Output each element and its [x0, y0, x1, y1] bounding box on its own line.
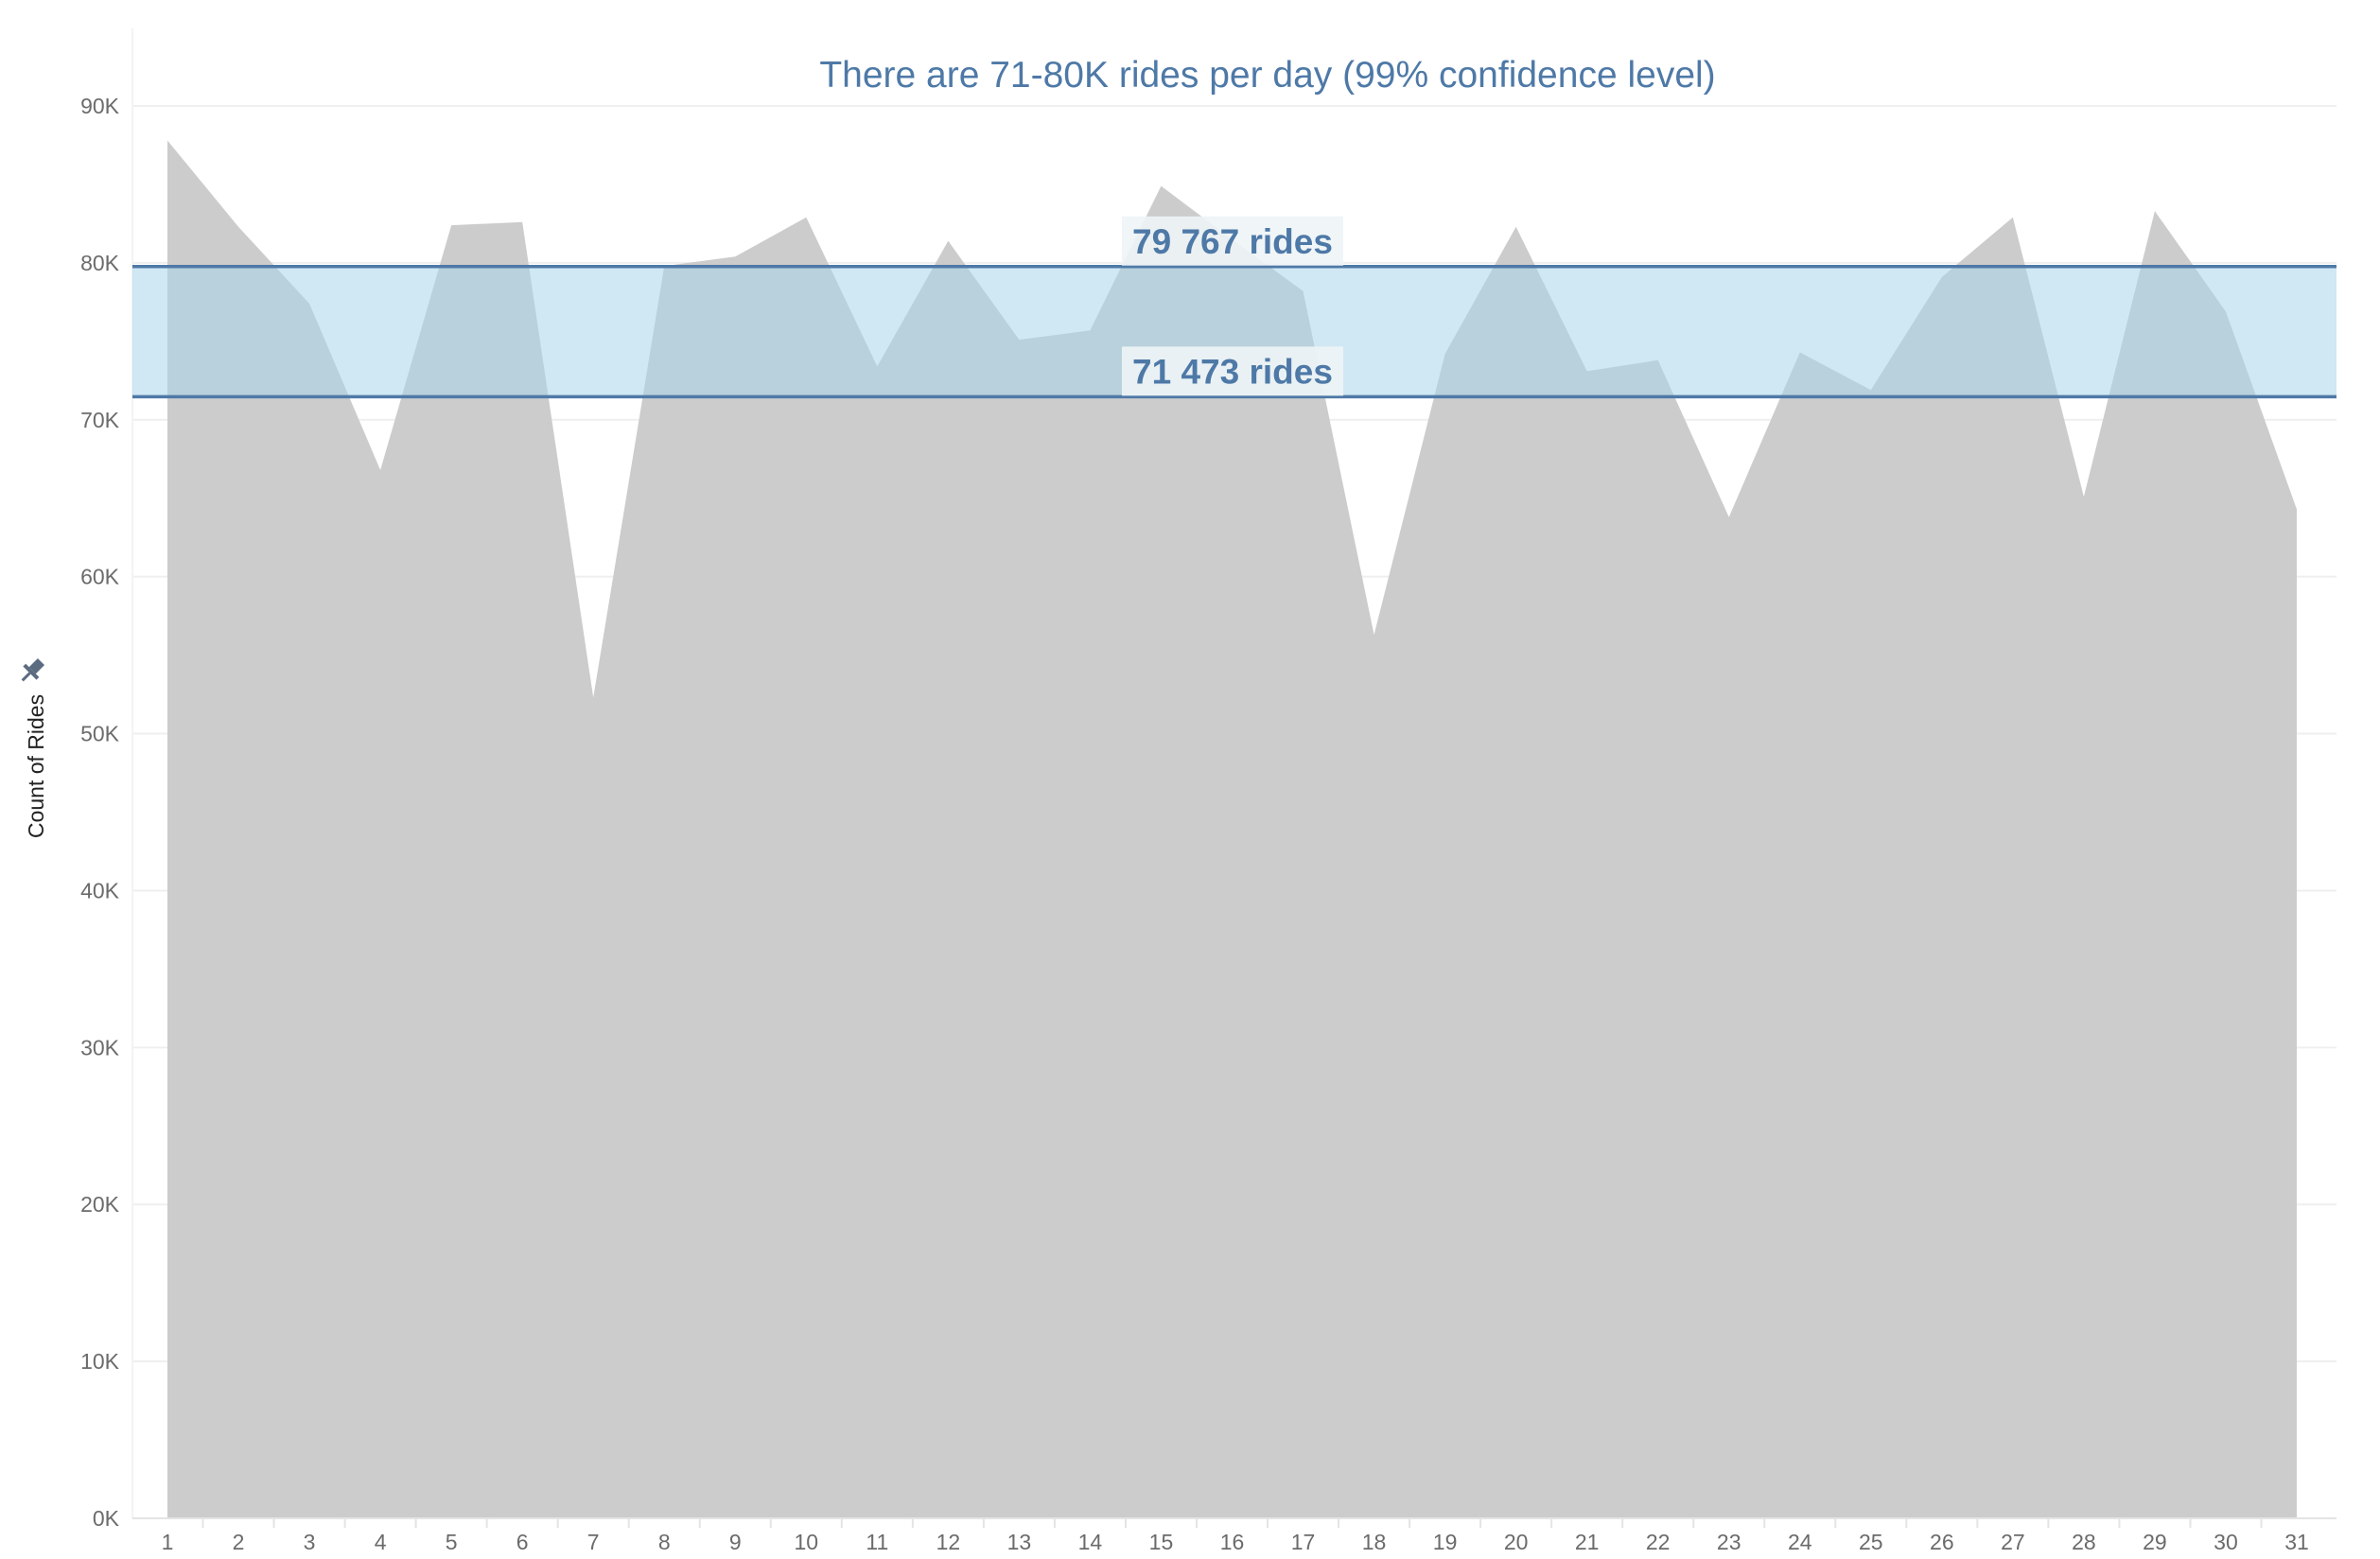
upper-reference-label-background [1122, 216, 1343, 266]
y-tick-label: 90K [80, 94, 120, 118]
x-tick-label: 25 [1859, 1530, 1883, 1554]
x-tick-label: 19 [1433, 1530, 1458, 1554]
x-tick-label: 4 [375, 1530, 387, 1554]
chart-title: There are 71-80K rides per day (99% conf… [819, 55, 1715, 96]
x-tick-label: 8 [658, 1530, 671, 1554]
y-tick-label: 20K [80, 1192, 120, 1217]
upper-reference-label: 79 767 rides [1132, 222, 1333, 261]
x-tick-label: 31 [2284, 1530, 2309, 1554]
x-tick-label: 9 [729, 1530, 742, 1554]
pin-icon[interactable] [16, 655, 48, 687]
x-tick-label: 3 [304, 1530, 316, 1554]
y-tick-label: 70K [80, 408, 120, 432]
confidence-band: 79 767 rides 71 473 rides [132, 216, 2336, 399]
x-tick-label: 7 [587, 1530, 600, 1554]
x-tick-label: 20 [1504, 1530, 1529, 1554]
x-tick-label: 27 [2001, 1530, 2025, 1554]
y-tick-label: 30K [80, 1035, 120, 1060]
x-tick-label: 29 [2143, 1530, 2167, 1554]
lower-reference-label: 71 473 rides [1132, 352, 1333, 391]
x-tick-label: 18 [1362, 1530, 1387, 1554]
y-tick-label: 80K [80, 251, 120, 275]
x-tick-label: 22 [1646, 1530, 1671, 1554]
x-tick-label: 17 [1291, 1530, 1316, 1554]
x-tick-label: 2 [233, 1530, 245, 1554]
lower-reference-label-background [1122, 346, 1343, 396]
y-axis-title: Count of Rides [24, 694, 48, 838]
area-fill[interactable] [167, 140, 2297, 1518]
x-tick-label: 26 [1930, 1530, 1954, 1554]
y-tick-label: 0K [93, 1506, 120, 1531]
x-tick-label: 11 [866, 1530, 888, 1554]
x-tick-label: 6 [516, 1530, 529, 1554]
x-tick-label: 14 [1078, 1530, 1103, 1554]
x-tick-label: 10 [795, 1530, 819, 1554]
x-tick-label: 1 [162, 1530, 174, 1554]
x-tick-label: 12 [936, 1530, 961, 1554]
x-tick-label: 21 [1575, 1530, 1600, 1554]
x-tick-label: 30 [2214, 1530, 2238, 1554]
y-tick-label: 60K [80, 565, 120, 589]
x-tick-label: 16 [1220, 1530, 1245, 1554]
x-tick-label: 24 [1788, 1530, 1812, 1554]
y-tick-label: 10K [80, 1349, 120, 1374]
y-tick-label: 40K [80, 878, 120, 902]
x-tick-label: 28 [2072, 1530, 2096, 1554]
x-tick-label: 23 [1717, 1530, 1741, 1554]
x-tick-label: 13 [1007, 1530, 1032, 1554]
x-tick-label: 5 [446, 1530, 458, 1554]
y-tick-label: 50K [80, 722, 120, 746]
x-tick-label: 15 [1149, 1530, 1174, 1554]
